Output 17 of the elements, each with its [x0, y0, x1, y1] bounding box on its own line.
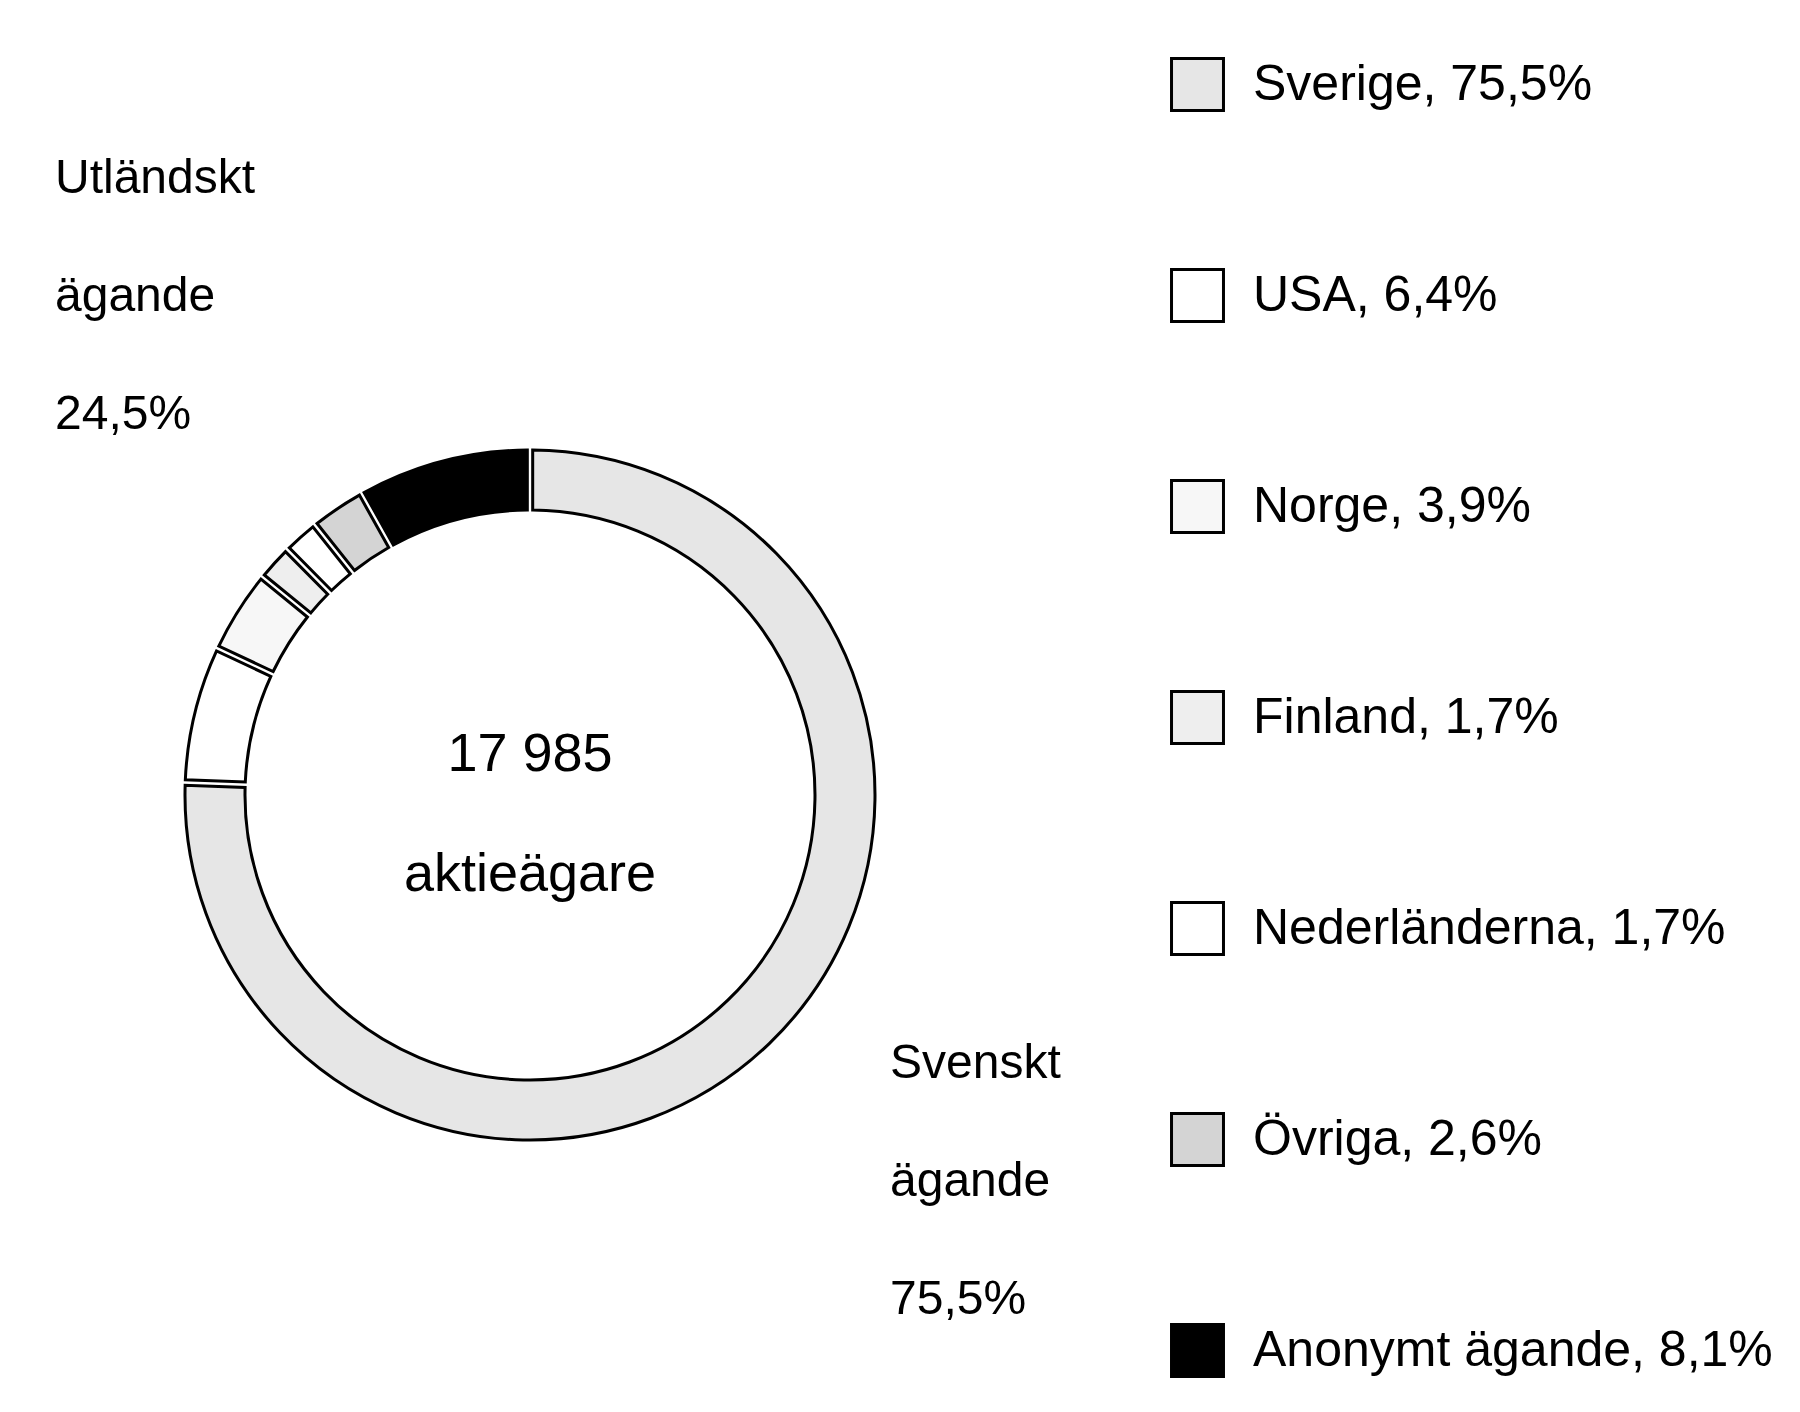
- donut-slice: [287, 525, 352, 592]
- legend-label: Anonymt ägande, 8,1%: [1253, 1320, 1773, 1377]
- legend-label: Övriga, 2,6%: [1253, 1109, 1543, 1166]
- text: Svenskt ägande: [890, 1035, 1061, 1206]
- legend-label: USA, 6,4%: [1253, 265, 1498, 322]
- donut-slice: [217, 577, 309, 674]
- donut-slice: [362, 448, 529, 547]
- text: 17 985 aktieägare: [403, 722, 657, 902]
- legend-label: Sverige, 75,5%: [1253, 54, 1593, 111]
- legend-label: Norge, 3,9%: [1253, 476, 1531, 533]
- legend-label: Nederländerna, 1,7%: [1253, 898, 1726, 955]
- donut-slice: [262, 550, 330, 615]
- legend-label: Finland, 1,7%: [1253, 687, 1559, 744]
- data-label: 75,5%: [890, 1271, 1027, 1324]
- donut-slice: [315, 493, 391, 572]
- donut-slice: [183, 649, 273, 784]
- text: Utländskt ägande 24,5%: [55, 150, 256, 439]
